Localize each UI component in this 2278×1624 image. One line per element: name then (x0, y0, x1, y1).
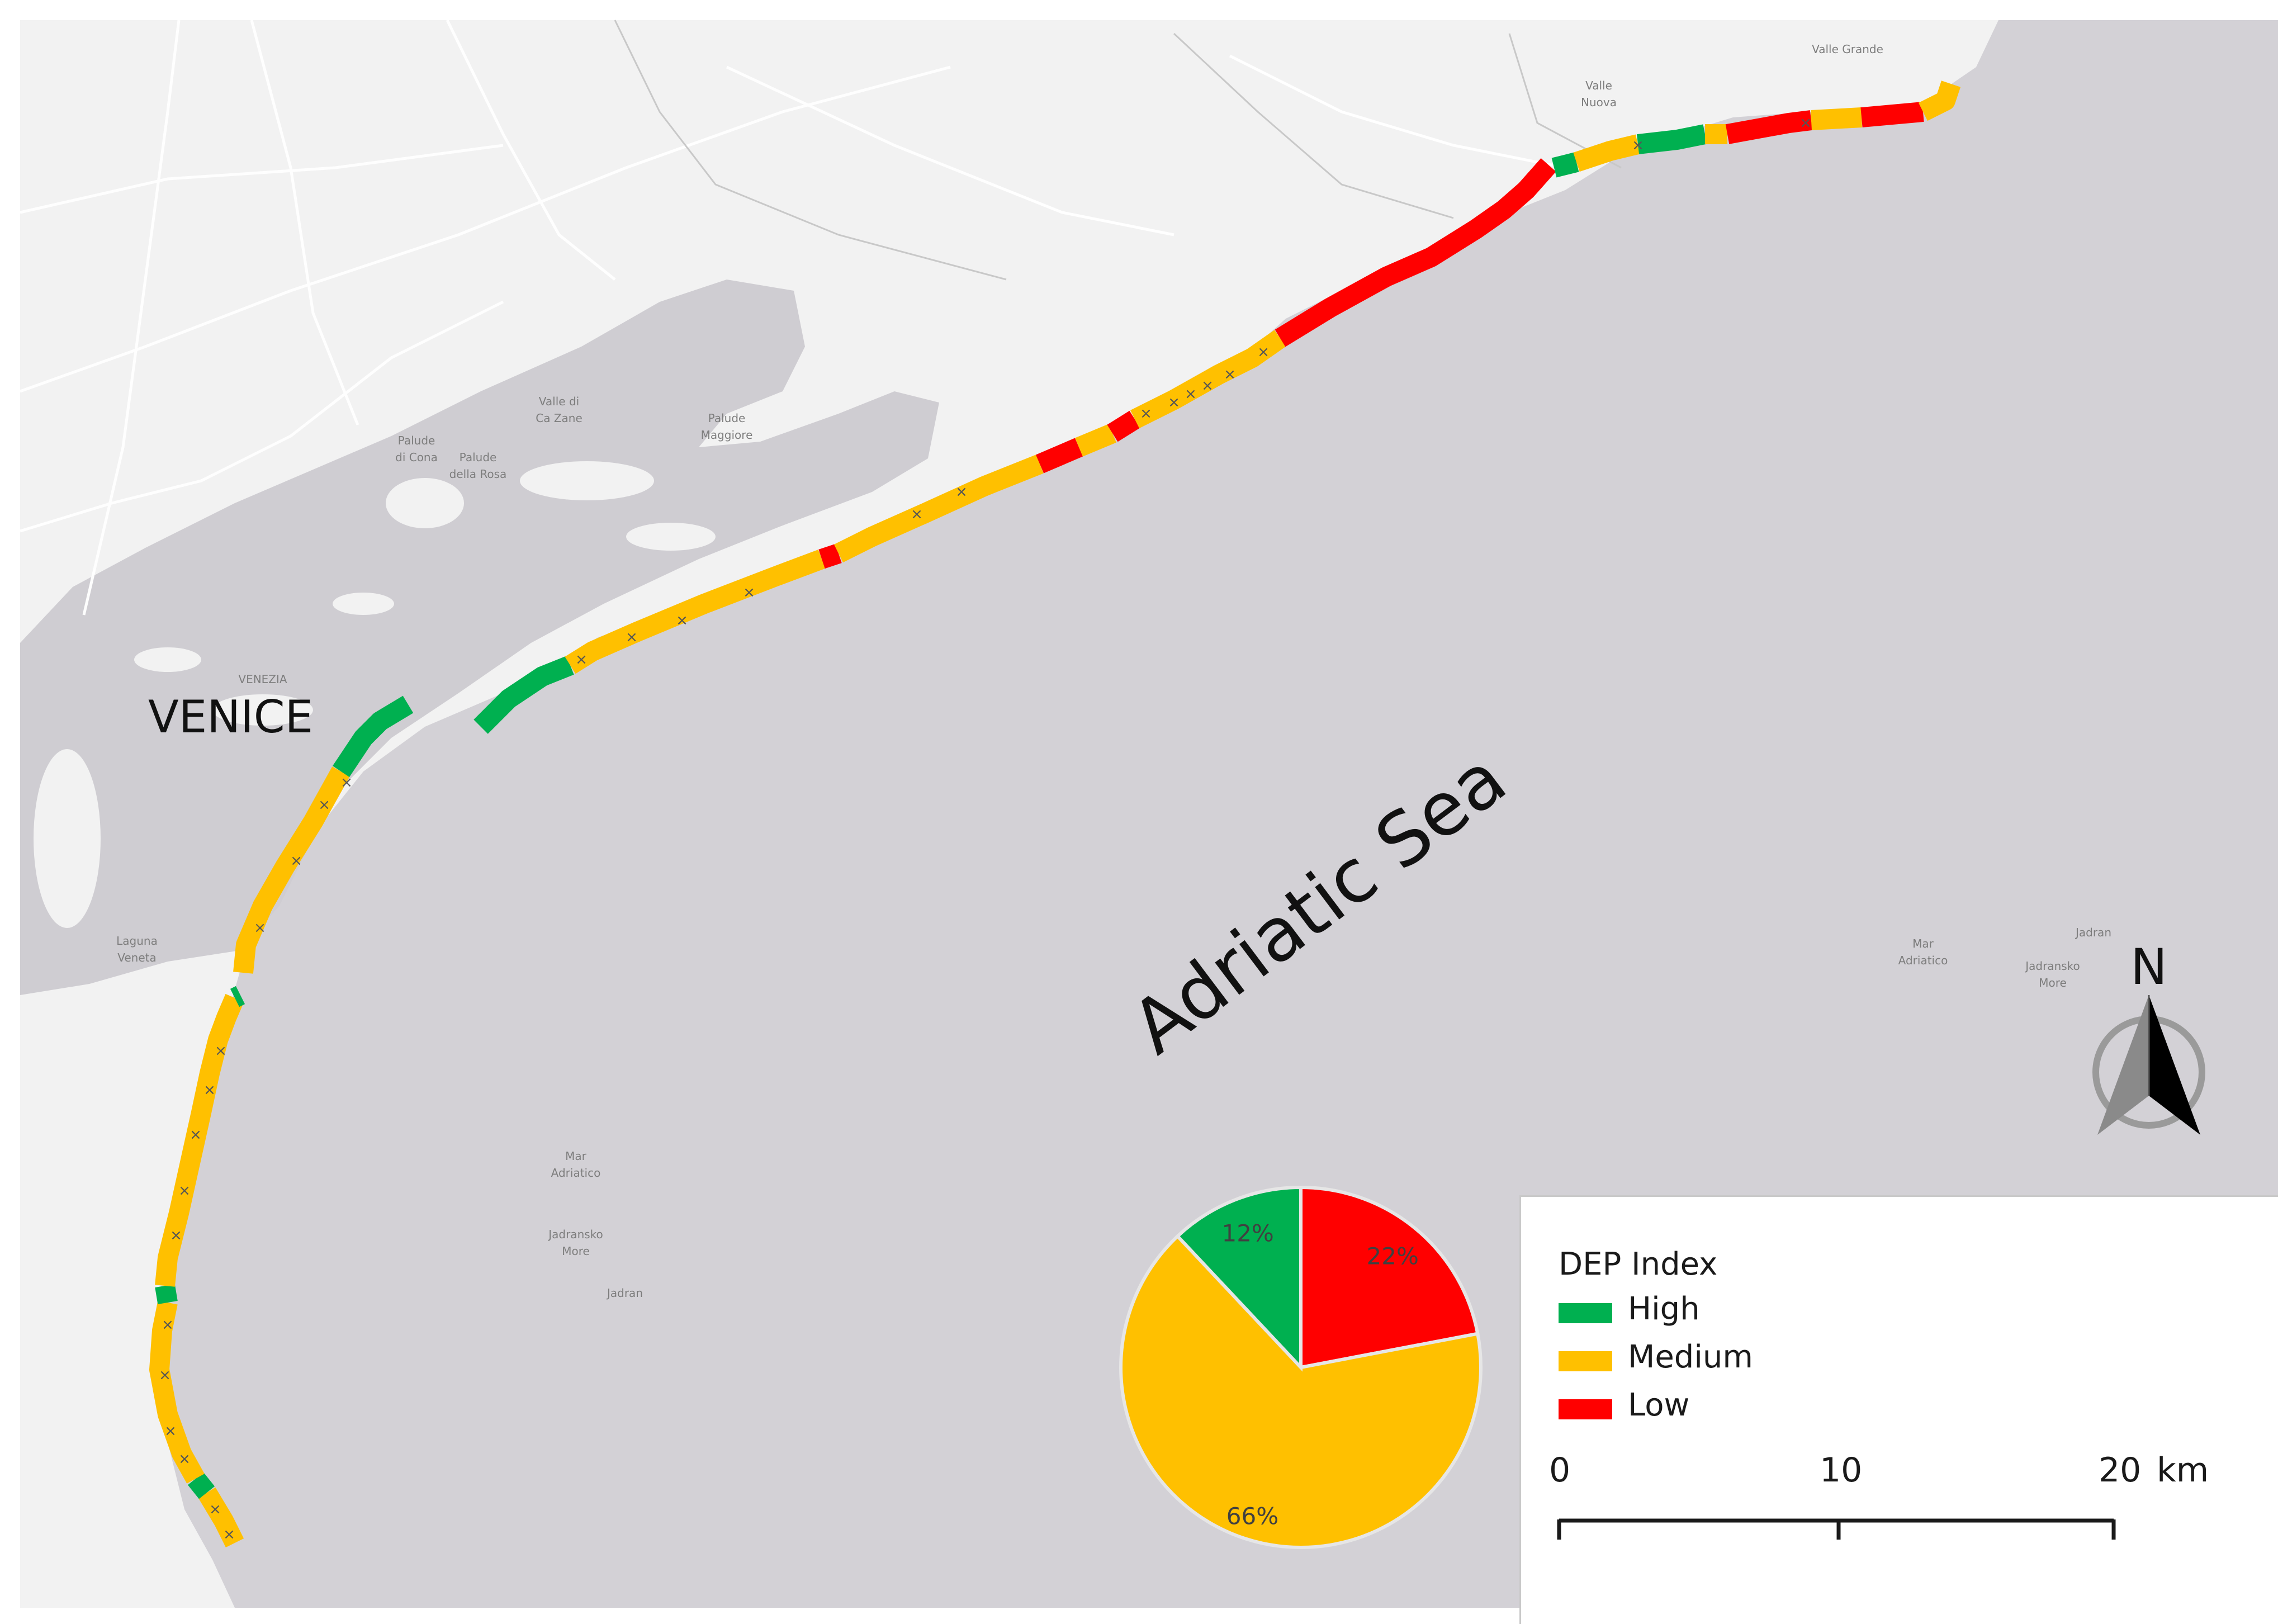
scale-unit-label: km (2157, 1451, 2209, 1490)
coast-segment-medium (1918, 81, 1961, 121)
coast-marker-x: × (676, 612, 688, 629)
minor-place-label: Laguna Veneta (116, 934, 158, 964)
legend-label-medium: Medium (1628, 1339, 1753, 1375)
coast-marker-x: × (215, 1043, 227, 1059)
pie-slice-low (1299, 1185, 1480, 1370)
coast-marker-x: × (575, 651, 588, 668)
coast-marker-x: × (223, 1526, 235, 1543)
coast-segment-high (473, 656, 574, 734)
coast-marker-x: × (178, 1451, 191, 1467)
coast-marker-x: × (203, 1082, 216, 1099)
coast-marker-x: × (1140, 405, 1152, 422)
minor-place-label: Palude Maggiore (701, 411, 753, 442)
pie-label-high: 12% (1221, 1219, 1273, 1247)
coast-marker-x: × (626, 629, 638, 646)
coast-marker-x: × (290, 853, 302, 869)
lagoon-islands (34, 461, 716, 928)
pie-label-low: 22% (1367, 1243, 1419, 1270)
coast-segment-medium (1573, 134, 1641, 172)
minor-place-labels: Mar Adriatico Jadransko More Jadran Mar Adriat… (116, 42, 2111, 1300)
minor-place-label: Mar Adriatico (551, 1149, 601, 1180)
scale-tick-label-0: 0 (1549, 1451, 1571, 1490)
coast-marker-x: × (162, 1317, 174, 1333)
minor-place-label: Valle Grande (1812, 42, 1883, 56)
legend-title: DEP Index (1559, 1246, 1718, 1282)
minor-place-label: Jadransko More (547, 1228, 603, 1258)
legend-swatch-low (1559, 1399, 1612, 1419)
coast-marker-x: × (1632, 137, 1644, 154)
coast-segment-medium (149, 1300, 205, 1484)
coast-segment-high (1636, 124, 1707, 154)
legend-panel: DEP Index High Medium Low 0 10 20 km (1519, 1195, 2278, 1624)
scale-bar (1557, 1518, 2116, 1540)
coast-segment-high (1551, 152, 1579, 178)
scale-tick-label-20: 20 (2099, 1451, 2142, 1490)
coast-segment-high (155, 1284, 178, 1304)
pie-label-medium: 66% (1226, 1502, 1278, 1530)
coast-marker-x: × (1224, 366, 1236, 383)
minor-place-label: Mar Adriatico (1898, 937, 1948, 967)
coast-segment-medium (1075, 424, 1116, 457)
coast-segment-low (1035, 438, 1083, 474)
minor-place-label: VENEZIA (238, 673, 287, 686)
coast-marker-x: × (955, 484, 968, 500)
scale-tick-label-10: 10 (1820, 1451, 1863, 1490)
coast-marker-x: × (209, 1501, 221, 1518)
north-label: N (2130, 938, 2167, 996)
coast-segment-medium (1811, 107, 1862, 130)
coast-segment-high (230, 986, 245, 1007)
pie-slice-high (1175, 1185, 1303, 1372)
minor-place-label: Valle Nuova (1581, 79, 1617, 109)
coast-segment-medium (1130, 330, 1286, 429)
coast-segment-low (1725, 110, 1813, 144)
coast-segment-low (1275, 158, 1556, 347)
coast-marker-x: × (178, 1182, 191, 1199)
coast-marker-x: × (911, 506, 923, 523)
legend-swatch-medium (1559, 1351, 1612, 1371)
coast-marker-x: × (318, 797, 330, 813)
coast-segment-medium (565, 550, 826, 674)
coast-marker-x: × (1185, 386, 1197, 403)
minor-place-label: Valle di Ca Zane (536, 395, 582, 425)
minor-place-label: Jadransko More (2024, 959, 2080, 989)
coast-marker-x: × (1168, 394, 1180, 411)
coast-marker-x: × (1201, 377, 1214, 394)
minor-place-label: Palude di Cona (395, 434, 438, 464)
pie-slice-medium (1119, 1234, 1483, 1549)
minor-place-label: Jadran (2075, 926, 2111, 939)
coast-segment-medium (155, 993, 244, 1287)
coast-marker-x: × (1799, 115, 1812, 131)
coast-segment-high (187, 1472, 215, 1499)
venice-label: VENICE (148, 691, 313, 743)
coast-marker-x: × (1257, 344, 1270, 361)
minor-place-label: Palude della Rosa (449, 451, 507, 481)
coast-marker-x: × (170, 1227, 182, 1244)
legend-swatch-high (1559, 1303, 1612, 1323)
coast-segment-low (818, 543, 842, 569)
coast-segment-medium (198, 1487, 244, 1548)
legend-label-high: High (1628, 1291, 1700, 1327)
coast-segment-medium (233, 766, 350, 974)
coast-marker-x: × (164, 1423, 177, 1440)
coast-segment-low (1860, 102, 1924, 127)
lagoon-area (20, 280, 939, 995)
dep-index-pie-chart: 22% 66% 12% (1119, 1185, 1483, 1549)
coast-segment-medium (833, 454, 1044, 563)
coast-segment-high (333, 695, 414, 777)
coastline-segments: ××××××××××××××××××××××× × ××××× (149, 81, 1961, 1548)
legend-label-low: Low (1628, 1387, 1690, 1423)
coast-marker-x: × (340, 774, 353, 791)
coast-marker-x: × (743, 584, 755, 601)
coast-marker-x: × (190, 1126, 202, 1143)
coast-marker-x: × (159, 1367, 171, 1384)
coast-marker-x: × (254, 920, 266, 936)
road-network (20, 19, 1566, 615)
north-arrow-icon (2092, 995, 2205, 1135)
minor-place-label: Jadran (606, 1286, 643, 1300)
coast-segment-low (1107, 410, 1140, 442)
